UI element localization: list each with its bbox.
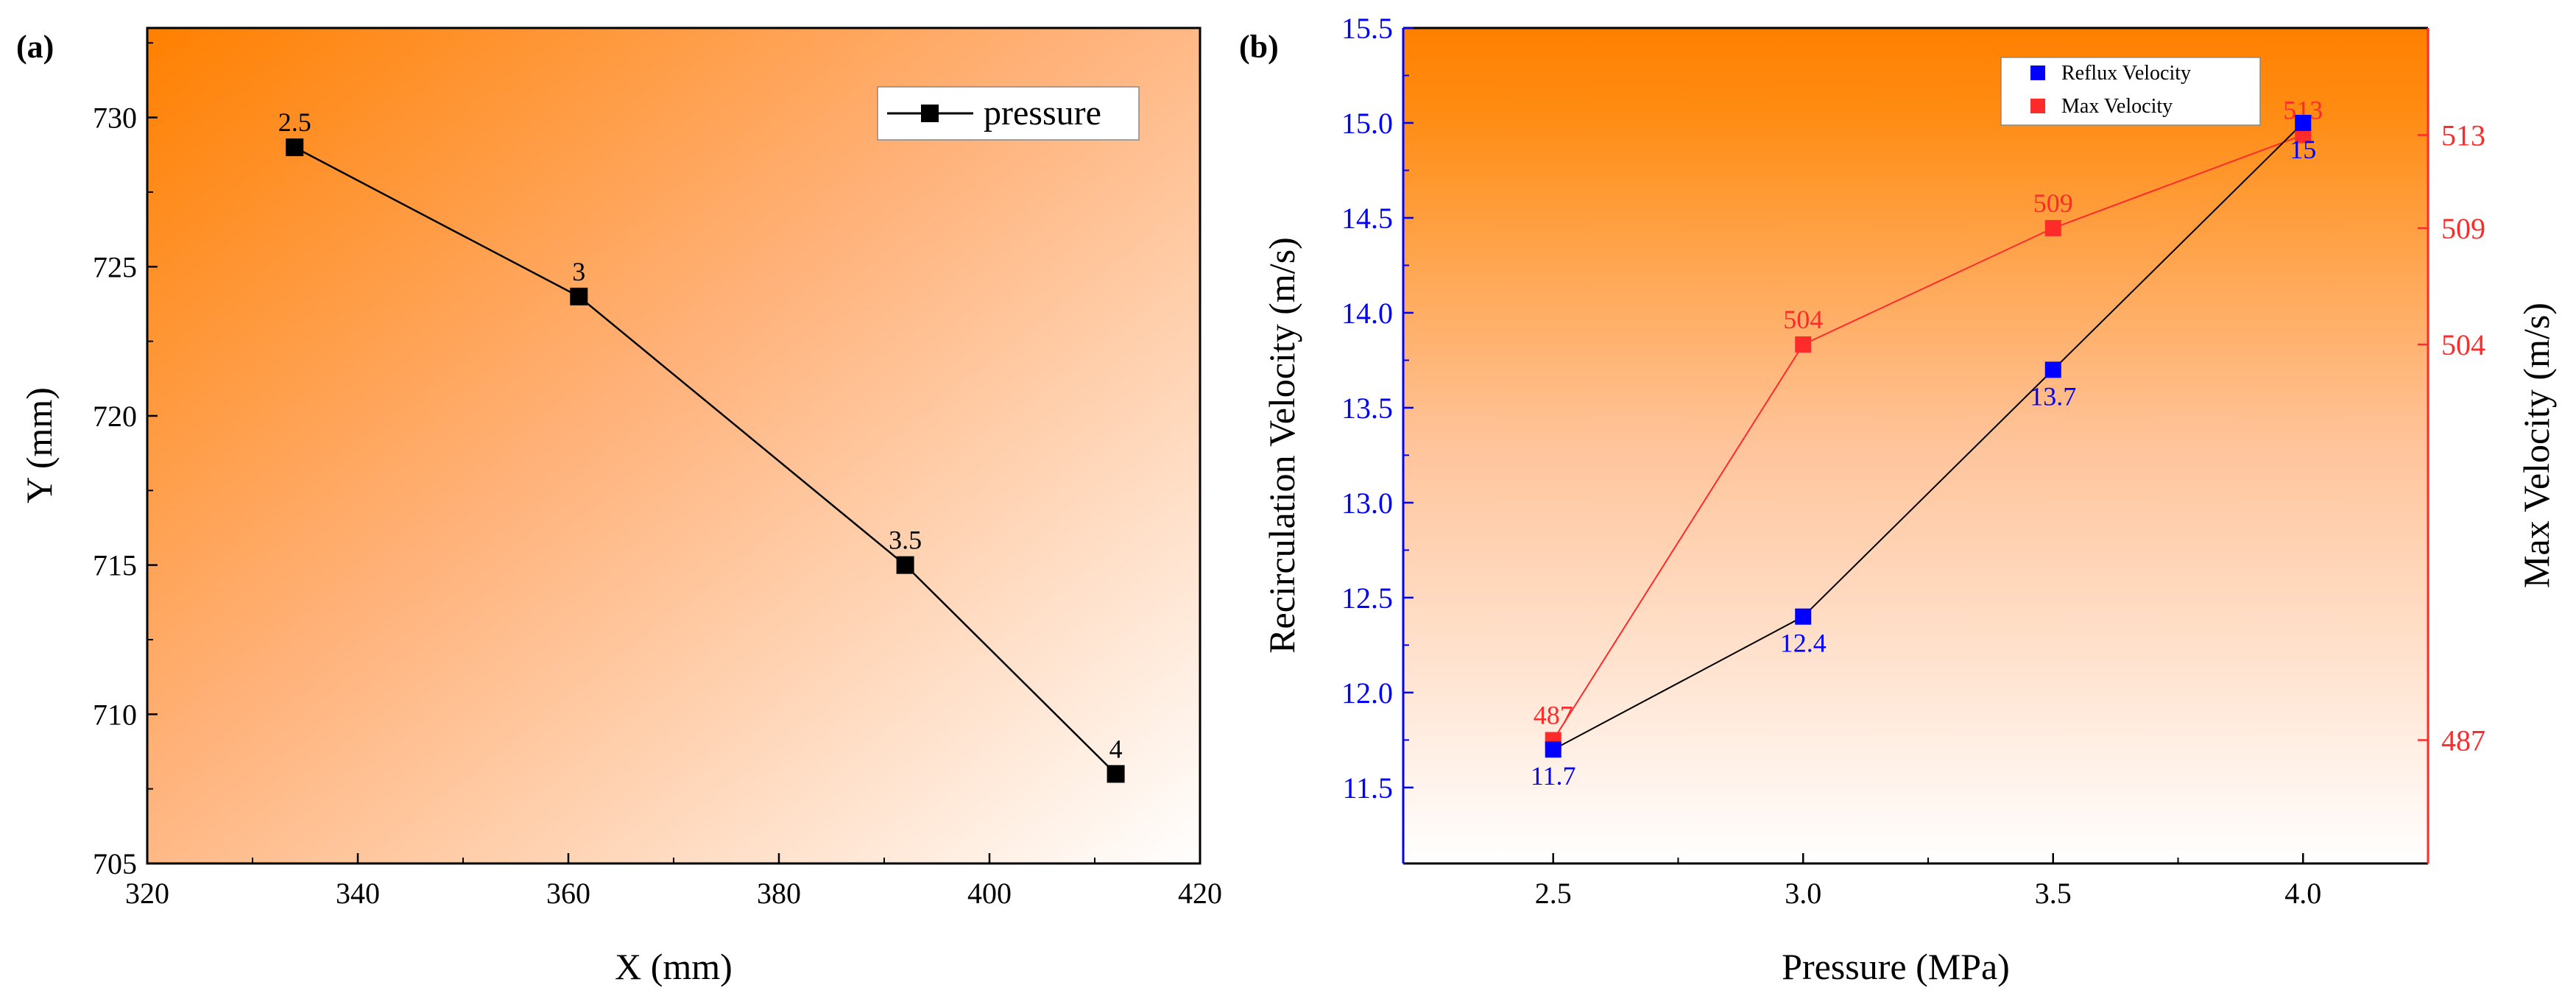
y2-tick-label-b: 487 <box>2441 724 2485 757</box>
reflux-velocity-point-label: 11.7 <box>1531 761 1576 791</box>
max-velocity-point-label: 504 <box>1783 305 1823 334</box>
reflux-velocity-series-line <box>1553 122 2304 751</box>
max-velocity-point <box>1795 336 1812 353</box>
y-tick-label-b: 15.5 <box>1341 12 1393 45</box>
y-axis-label-b: Recirculation Velocity (m/s) <box>1261 237 1302 654</box>
y-tick-label-b: 14.0 <box>1341 297 1393 330</box>
legend-b-marker-max <box>2030 99 2045 113</box>
pressure-series-line <box>294 146 1117 775</box>
legend-a: pressure <box>877 86 1140 141</box>
y2-tick-label-b: 513 <box>2441 119 2485 152</box>
y2-tick-label-b: 509 <box>2441 212 2485 245</box>
y-tick-label-b: 15.0 <box>1341 107 1393 140</box>
pressure-point-label: 2.5 <box>278 107 311 137</box>
y-tick-label-b: 11.5 <box>1342 771 1393 805</box>
max-velocity-point-label: 509 <box>2033 188 2073 218</box>
x-tick-label-b: 2.5 <box>1535 877 1572 910</box>
reflux-velocity-point <box>2295 114 2312 131</box>
y-tick-label-b: 12.5 <box>1341 582 1393 615</box>
y-tick-label-a: 730 <box>93 102 137 135</box>
legend-b-label-reflux: Reflux Velocity <box>2061 62 2191 85</box>
y-tick-label-a: 705 <box>93 847 137 880</box>
y-tick-label-a: 725 <box>93 250 137 283</box>
legend-a-label: pressure <box>984 93 1101 132</box>
legend-b-label-max: Max Velocity <box>2061 95 2173 118</box>
x-axis-label-a: X (mm) <box>615 946 733 987</box>
panel-label-b: (b) <box>1239 29 1279 65</box>
pressure-point-label: 3 <box>572 257 585 286</box>
reflux-velocity-point-label: 15 <box>2290 135 2316 164</box>
panel-b: (b) 2.5 3.0 3.5 4.0 11.5 12.0 12.5 13.0 13.5 14.… <box>1239 12 2557 987</box>
legend-a-marker <box>921 105 939 122</box>
x-tick-label-a: 320 <box>125 877 169 910</box>
y-tick-label-a: 720 <box>93 400 137 433</box>
y-tick-label-b: 12.0 <box>1341 676 1393 710</box>
reflux-velocity-point <box>2044 361 2061 378</box>
x-tick-label-b: 3.5 <box>2035 877 2072 910</box>
max-velocity-point <box>2044 219 2061 236</box>
y2-axis-label-b: Max Velocity (m/s) <box>2516 303 2557 588</box>
pressure-point-label: 3.5 <box>889 526 922 555</box>
x-tick-label-a: 380 <box>757 877 801 910</box>
y-tick-label-a: 710 <box>93 698 137 731</box>
y-tick-label-b: 13.0 <box>1341 487 1393 520</box>
panel-label-a: (a) <box>16 29 54 65</box>
pressure-point <box>286 138 304 157</box>
reflux-velocity-point-label: 13.7 <box>2030 381 2076 411</box>
pressure-point <box>570 287 588 305</box>
pressure-point-label: 4 <box>1109 734 1123 763</box>
pressure-point <box>896 556 914 574</box>
x-tick-label-b: 3.0 <box>1785 877 1821 910</box>
legend-b: Reflux Velocity Max Velocity <box>2000 57 2261 126</box>
x-axis-label-b: Pressure (MPa) <box>1782 946 2010 987</box>
y-axis-label-a: Y (mm) <box>18 387 60 504</box>
reflux-velocity-point-label: 12.4 <box>1780 629 1827 658</box>
y-tick-label-a: 715 <box>93 549 137 582</box>
max-velocity-series-line <box>1552 134 2304 741</box>
reflux-velocity-point <box>1545 741 1562 758</box>
legend-b-marker-reflux <box>2030 66 2045 80</box>
plot-area-a <box>146 26 1201 865</box>
y-tick-label-b: 14.5 <box>1341 202 1393 235</box>
x-tick-label-a: 340 <box>336 877 380 910</box>
x-tick-label-a: 420 <box>1178 877 1222 910</box>
panel-a: (a) 320 340 360 380 400 420 705 710 715 720 725 73… <box>16 26 1222 987</box>
x-tick-label-a: 400 <box>967 877 1012 910</box>
x-tick-label-a: 360 <box>546 877 590 910</box>
y2-tick-label-b: 504 <box>2441 328 2485 361</box>
y-tick-label-b: 13.5 <box>1341 392 1393 425</box>
x-tick-label-b: 4.0 <box>2284 877 2321 910</box>
reflux-velocity-point <box>1795 608 1812 625</box>
pressure-point <box>1107 765 1125 783</box>
max-velocity-point-label: 487 <box>1534 700 1573 729</box>
